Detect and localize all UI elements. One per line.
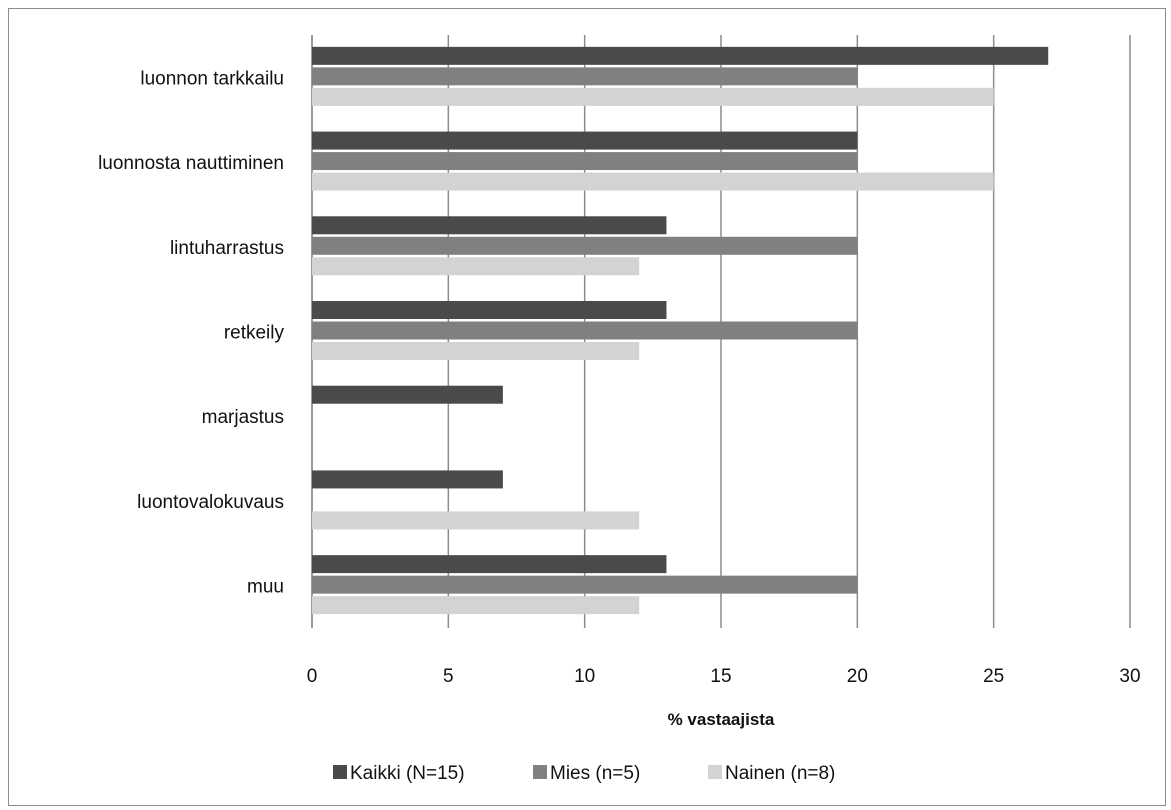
bar [312,152,858,171]
category-labels: luonnon tarkkailu luonnosta nauttiminen li… [98,68,284,597]
legend-swatch [708,765,722,779]
legend-swatch [533,765,547,779]
bar [312,385,503,404]
bar [312,342,640,360]
legend-label: Kaikki (N=15) [350,763,465,784]
x-axis-title: % vastaajista [668,710,775,729]
category-label: luontovalokuvaus [137,492,284,513]
bar [312,236,858,255]
category-label: lintuharrastus [170,238,284,259]
bar [312,46,1049,65]
bar [312,470,503,489]
x-tick-label: 10 [574,666,595,687]
x-tick-label: 25 [983,666,1004,687]
category-label: marjastus [202,407,284,428]
bar [312,87,994,106]
bar [312,131,858,150]
bar [312,575,858,594]
x-tick-label: 20 [847,666,868,687]
bar [312,67,858,86]
category-label: retkeily [224,323,285,344]
x-tick-labels: 0 5 10 15 20 25 30 [307,666,1141,687]
bar [312,301,667,319]
category-label: luonnosta nauttiminen [98,153,284,174]
category-label: luonnon tarkkailu [140,68,284,89]
legend-swatch [333,765,347,779]
x-tick-label: 30 [1119,666,1140,687]
bar [312,511,640,530]
legend-label: Mies (n=5) [550,763,640,784]
bar [312,596,640,615]
bars [312,46,1049,615]
bar [312,216,667,235]
bar [312,257,640,276]
legend-label: Nainen (n=8) [725,763,835,784]
legend: Kaikki (N=15) Mies (n=5) Nainen (n=8) [333,763,835,784]
x-tick-label: 0 [307,666,318,687]
category-label: muu [247,577,284,598]
bar [312,321,858,340]
x-tick-label: 5 [443,666,454,687]
bar [312,555,667,574]
bar [312,172,994,191]
x-tick-label: 15 [710,666,731,687]
